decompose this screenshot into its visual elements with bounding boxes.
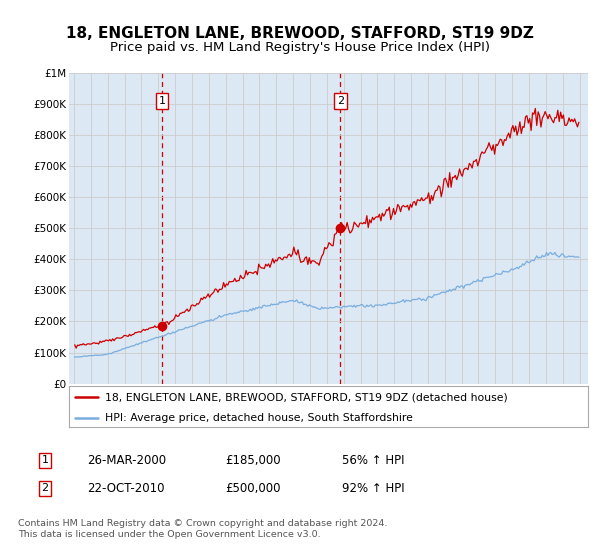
Text: £500,000: £500,000 [225,482,281,495]
Text: 26-MAR-2000: 26-MAR-2000 [87,454,166,467]
Text: 92% ↑ HPI: 92% ↑ HPI [342,482,404,495]
Text: 1: 1 [158,96,166,106]
Text: 2: 2 [337,96,344,106]
Text: Price paid vs. HM Land Registry's House Price Index (HPI): Price paid vs. HM Land Registry's House … [110,40,490,54]
Text: 18, ENGLETON LANE, BREWOOD, STAFFORD, ST19 9DZ: 18, ENGLETON LANE, BREWOOD, STAFFORD, ST… [66,26,534,41]
Text: 56% ↑ HPI: 56% ↑ HPI [342,454,404,467]
Text: 1: 1 [41,455,49,465]
Text: HPI: Average price, detached house, South Staffordshire: HPI: Average price, detached house, Sout… [106,413,413,423]
Text: £185,000: £185,000 [225,454,281,467]
Text: 2: 2 [41,483,49,493]
Text: Contains HM Land Registry data © Crown copyright and database right 2024.
This d: Contains HM Land Registry data © Crown c… [18,520,388,539]
Text: 18, ENGLETON LANE, BREWOOD, STAFFORD, ST19 9DZ (detached house): 18, ENGLETON LANE, BREWOOD, STAFFORD, ST… [106,393,508,402]
Text: 22-OCT-2010: 22-OCT-2010 [87,482,164,495]
